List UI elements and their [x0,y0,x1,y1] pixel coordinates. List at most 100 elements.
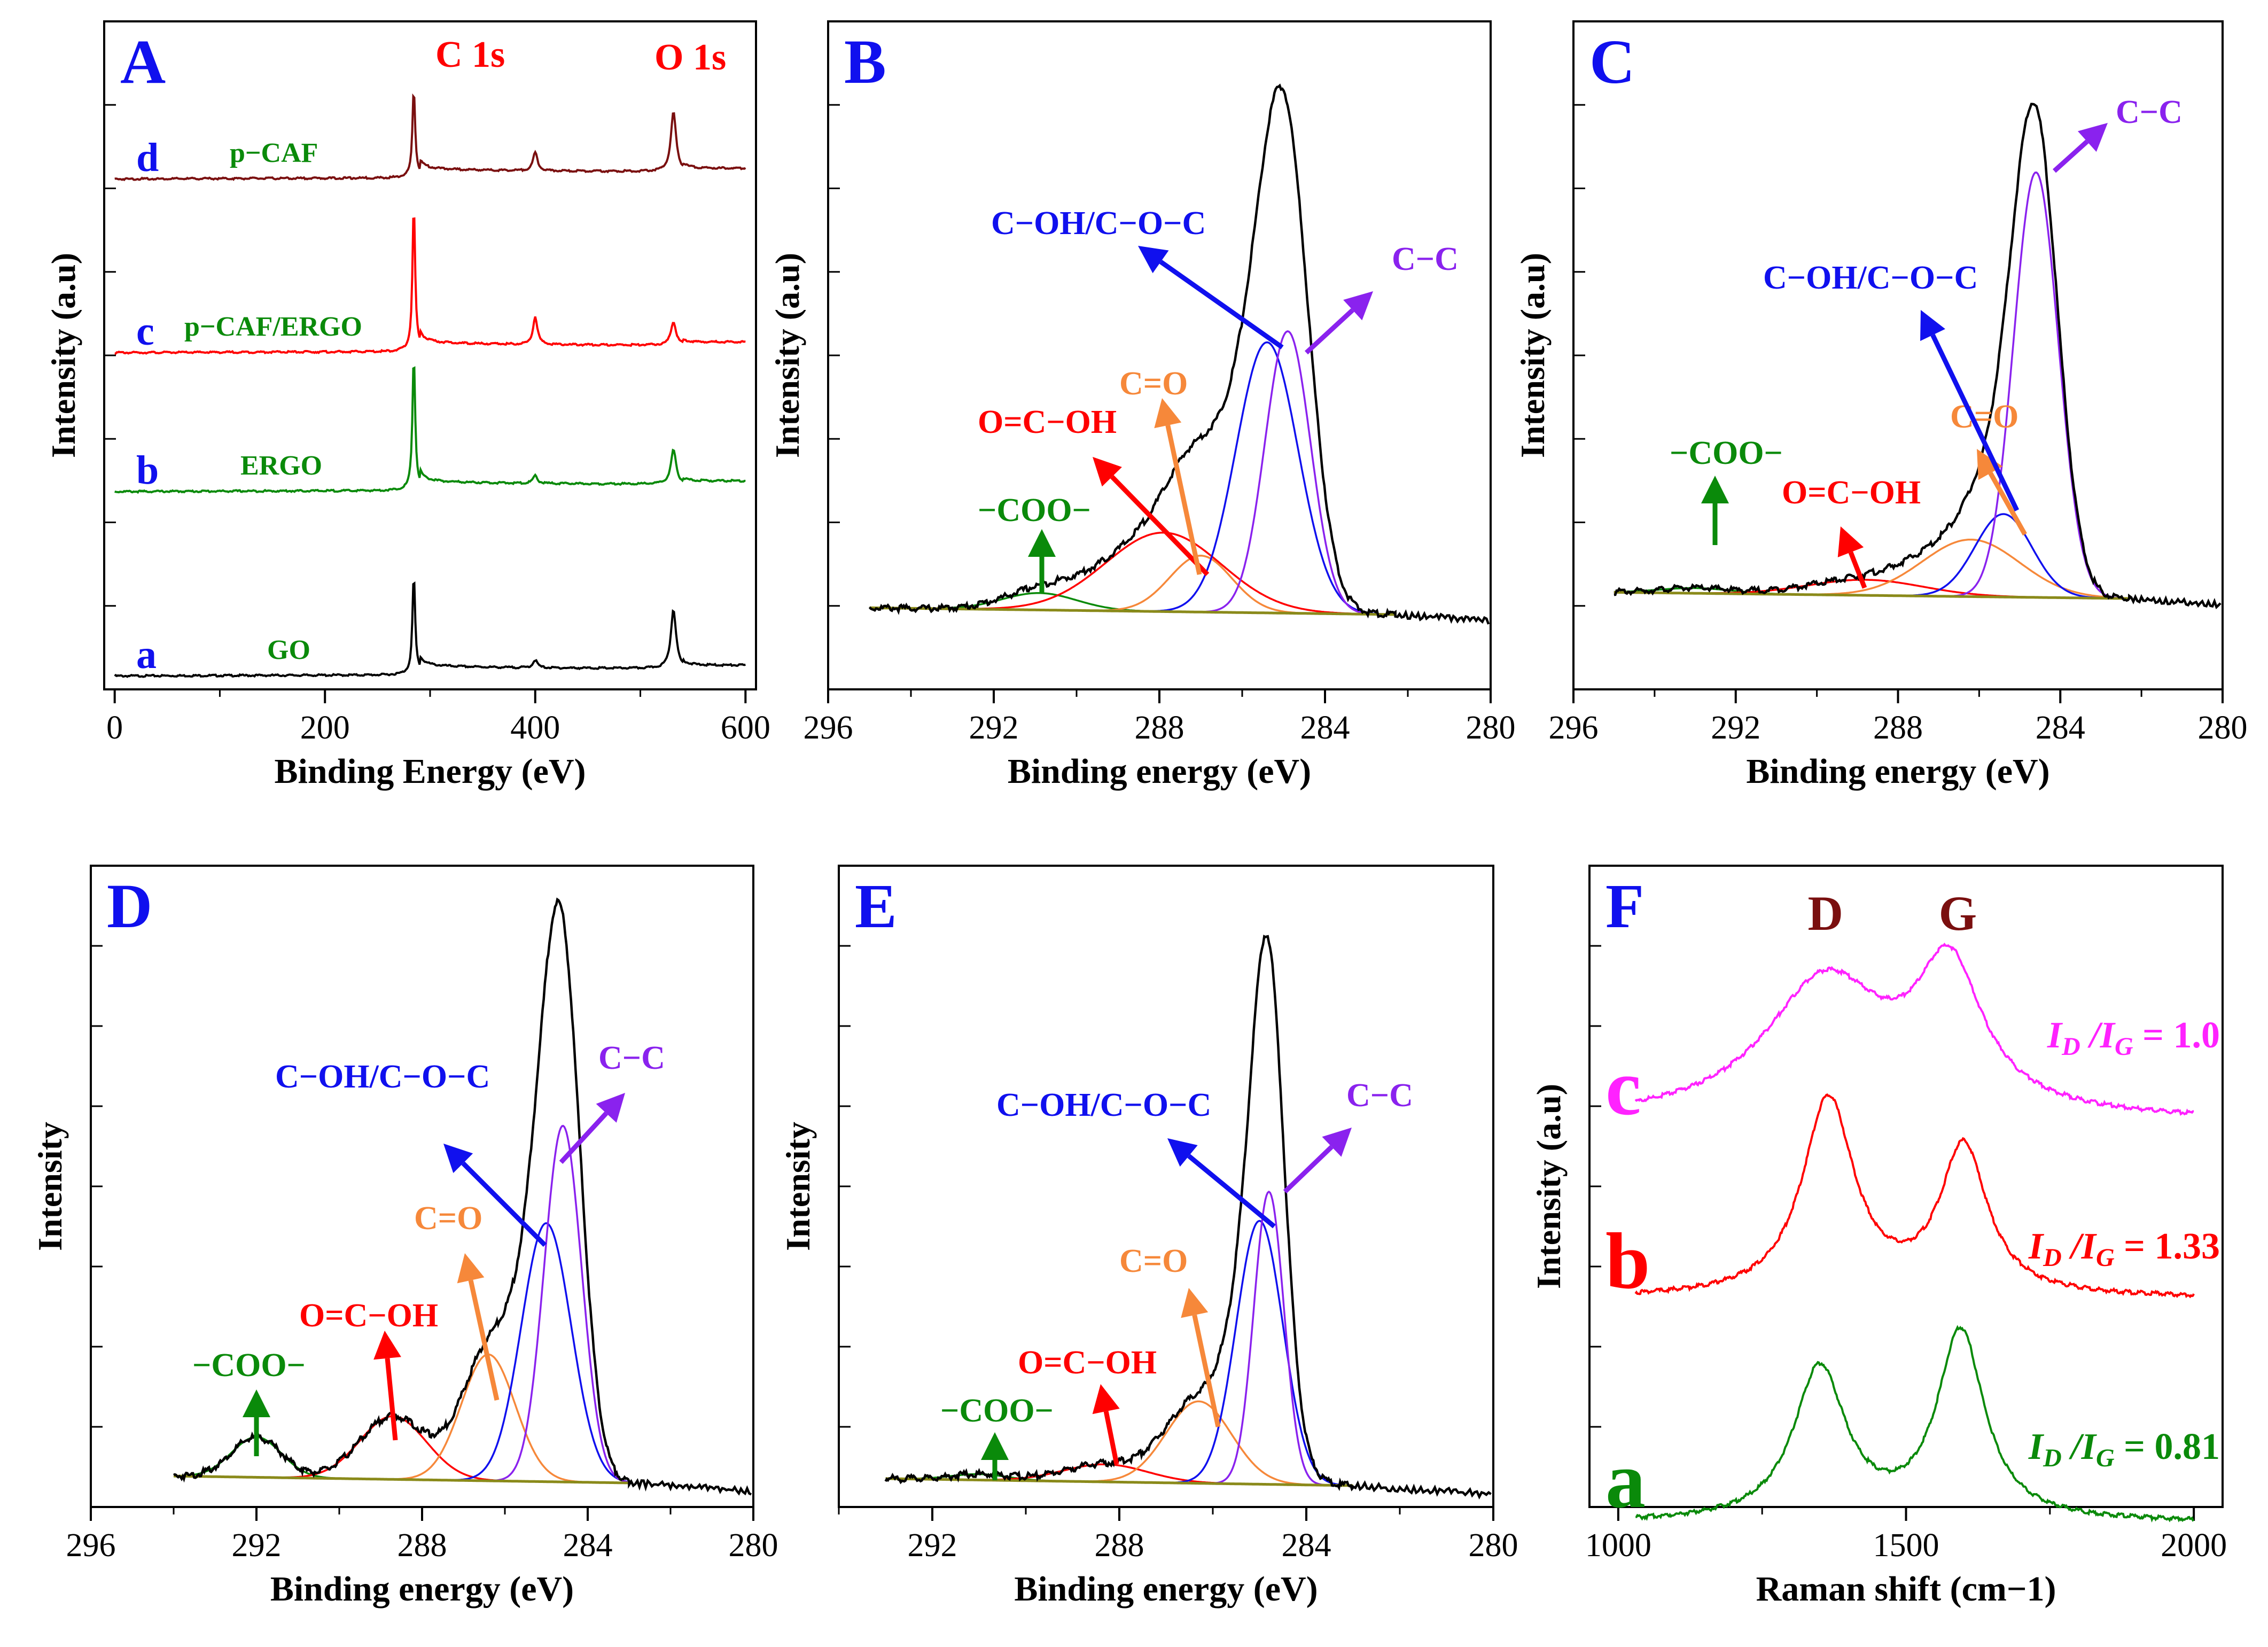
series-line-b [114,366,746,494]
x-axis-label: Binding energy (eV) [1014,1570,1318,1609]
x-tick-label: 1000 [1585,1527,1651,1564]
y-axis-label: Intensity (a.u) [1530,1084,1568,1289]
y-axis-label: Intensity (a.u) [1514,253,1552,458]
x-tick-label: 284 [2036,710,2085,746]
panel-A: 0 200 400 600 Binding Energy (eV) Intensity (… [44,20,770,791]
component-label: −COO− [978,492,1091,529]
component-2-arrow [468,1279,500,1401]
series-line-a [114,581,746,678]
x-tick-label: 292 [969,710,1019,746]
panel-E: 292 288 284 280 Binding energy (eV) Intensity… [779,865,1518,1609]
panel-B: 296 292 288 284 280 Binding energy (eV) Intens… [768,20,1516,791]
raman-line-b [1634,1093,2195,1299]
x-tick-label: 288 [398,1527,447,1564]
component-1-arrowhead [373,1331,401,1360]
panel-letter: E [855,871,897,941]
intensity-ratio-label: ID /IG = 1.33 [2028,1226,2220,1272]
component-1-arrow [1848,551,1867,589]
y-axis-label: Intensity [31,1122,69,1251]
component-0-arrowhead [1028,529,1056,557]
intensity-ratio-label: ID /IG = 0.81 [2028,1426,2220,1472]
y-axis-label: Intensity (a.u) [44,253,82,458]
x-tick-label: 284 [1282,1527,1331,1564]
component-4-arrow [2052,139,2089,173]
x-axis-label: Binding energy (eV) [1008,752,1311,791]
component-4-arrowhead [596,1093,625,1123]
intensity-ratio-label: ID /IG = 1.0 [2047,1015,2220,1061]
series-line-d [114,93,746,182]
x-tick-label: 284 [1300,710,1350,746]
component-label: −COO− [192,1347,306,1384]
x-axis-label: Raman shift (cm−1) [1756,1570,2056,1609]
y-axis-label: Intensity (a.u) [768,253,806,458]
component-4-arrow [1283,1145,1334,1194]
x-tick-label: 296 [1549,710,1599,746]
x-tick-label: 288 [1095,1527,1144,1564]
envelope-line [884,934,1492,1500]
x-tick-label: 1500 [1873,1527,1939,1564]
panel-letter: B [844,27,886,97]
component-label: C−C [2116,94,2183,130]
series-name: p−CAF [230,138,318,168]
component-0-arrowhead [1701,476,1729,503]
component-3-arrow [1930,333,2020,511]
component-label: C−C [1346,1077,1413,1114]
component-3-arrowhead [1167,1138,1198,1167]
x-tick-label: 292 [232,1527,282,1564]
component-1-arrowhead [1092,1384,1120,1415]
background-line [1614,591,2130,600]
series-name: ERGO [240,450,322,481]
component-2-arrow [1165,424,1202,575]
series-line-c [114,217,746,355]
panel-letter: A [120,27,166,97]
component-label: O=C−OH [299,1298,438,1334]
raman-line-c [1634,942,2194,1116]
x-tick-label: 280 [1469,1527,1518,1564]
component-3-arrow [461,1161,547,1247]
component-4-arrow [1304,308,1354,355]
component-label: C−OH/C−O−C [991,205,1206,242]
component-label: C−OH/C−O−C [996,1087,1211,1123]
panel-letter: C [1589,27,1635,97]
panel-letter: F [1605,871,1644,941]
x-tick-label: 280 [729,1527,778,1564]
component-4-arrowhead [1343,291,1373,321]
x-tick-label: 284 [563,1527,613,1564]
component-label: C−C [1392,241,1459,277]
peak-label-c1s: C 1s [435,34,505,75]
x-tick-label: 292 [1711,710,1760,746]
x-tick-label: 280 [1466,710,1516,746]
series-letter: a [136,632,157,677]
component-label: −COO− [1670,435,1783,471]
x-tick-label: 288 [1135,710,1184,746]
x-tick-label: 296 [804,710,853,746]
panel-D: 296 292 288 284 280 Binding energy (eV) Intens… [31,865,778,1609]
component-3-arrow [1187,1154,1276,1229]
series-letter: c [136,309,154,354]
background-line [885,1477,1353,1487]
component-label: C−OH/C−O−C [1763,260,1978,296]
component-label: C−OH/C−O−C [275,1059,490,1095]
component-2-arrow [1192,1314,1221,1427]
component-2-arrowhead [1977,449,2003,480]
series-letter: b [136,448,159,493]
component-1-arrow [385,1358,398,1441]
x-tick-label: 600 [721,710,770,746]
component-label: C=O [1119,1243,1188,1279]
x-tick-label: 280 [2198,710,2248,746]
x-tick-label: 2000 [2161,1527,2227,1564]
component-0-arrowhead [981,1432,1009,1460]
x-tick-label: 296 [66,1527,116,1564]
component-2-arrowhead [1181,1288,1209,1318]
band-label-d: D [1807,886,1843,941]
component-4-arrowhead [1322,1128,1352,1157]
component-label: C=O [1119,366,1188,402]
panel-C: 296 292 288 284 280 Binding energy (eV) Intens… [1514,20,2248,791]
component-label: C−C [598,1040,665,1076]
x-tick-label: 400 [510,710,560,746]
component-1-arrow [1103,1411,1119,1465]
x-tick-label: 288 [1873,710,1923,746]
component-4-arrow [559,1112,609,1164]
component-1-arrowhead [1093,457,1122,487]
component-label: −COO− [940,1393,1054,1429]
